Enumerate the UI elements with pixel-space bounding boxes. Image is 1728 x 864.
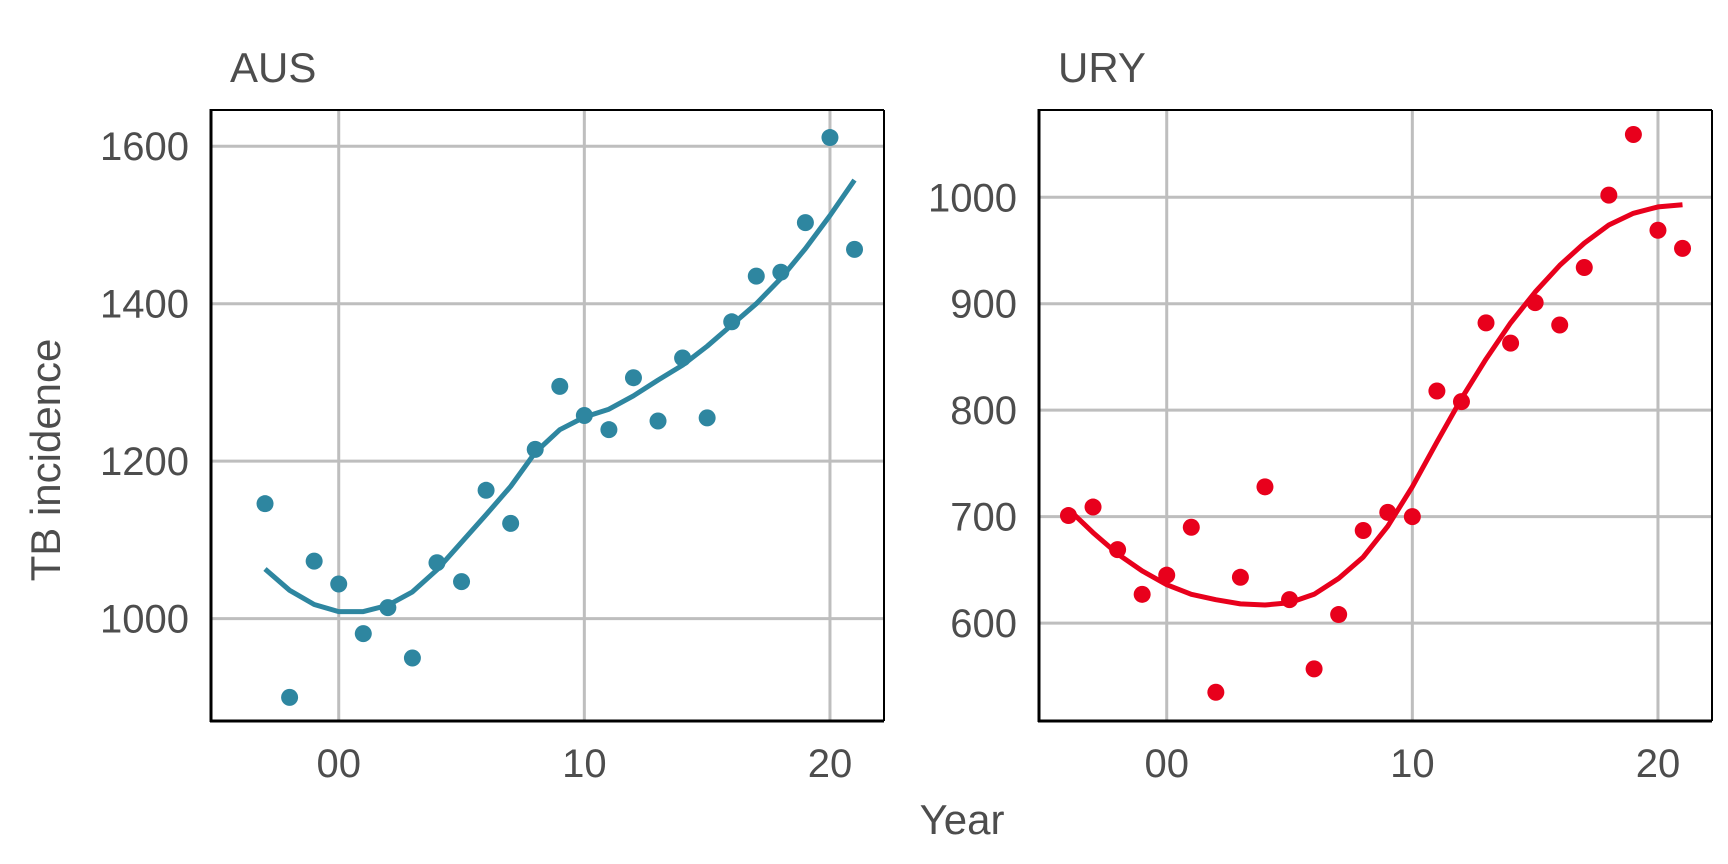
data-point (1428, 382, 1446, 400)
data-point (1600, 186, 1618, 204)
data-point (1182, 518, 1200, 536)
data-point (256, 495, 274, 513)
data-point (526, 440, 544, 458)
data-point (1674, 239, 1692, 257)
panel-ury: URY 600 700 800 900 1000 00 10 20 (928, 44, 1713, 786)
y-tick-label: 1600 (100, 125, 189, 169)
panel-title: AUS (230, 44, 316, 91)
data-point (1207, 683, 1225, 701)
data-point (1452, 393, 1470, 411)
data-point (747, 267, 765, 285)
data-point (600, 421, 618, 439)
data-point (723, 313, 741, 331)
x-axis-title: Year (920, 796, 1005, 843)
x-tick-label: 00 (316, 742, 361, 786)
data-point (330, 575, 348, 593)
data-point (624, 369, 642, 387)
data-point (698, 409, 716, 427)
smooth-line (1066, 202, 1683, 608)
x-tick-label: 10 (1390, 742, 1435, 786)
data-point (305, 552, 323, 570)
data-point (575, 407, 593, 424)
data-point (403, 649, 421, 667)
y-tick-label: 900 (950, 283, 1017, 327)
data-point (796, 214, 814, 232)
data-point (1305, 660, 1323, 678)
data-point (1084, 498, 1102, 516)
y-tick-label: 1400 (100, 283, 189, 327)
y-tick-label: 700 (950, 496, 1017, 540)
y-tick-label: 600 (950, 602, 1017, 646)
x-tick-label: 10 (562, 742, 607, 786)
y-tick-label: 1000 (100, 598, 189, 642)
data-point (281, 688, 299, 706)
data-point (1575, 259, 1593, 277)
x-tick-label: 20 (1636, 742, 1681, 786)
panel-title: URY (1058, 44, 1146, 91)
data-point (502, 514, 520, 532)
data-point (1133, 585, 1151, 603)
data-point (551, 377, 569, 395)
data-point (1158, 566, 1176, 584)
data-point (1231, 568, 1249, 586)
data-point (1551, 316, 1569, 334)
data-point (453, 573, 471, 591)
data-point (354, 625, 372, 643)
data-point (1354, 521, 1372, 539)
data-point (674, 349, 692, 367)
y-tick-label: 800 (950, 389, 1017, 433)
data-point (1281, 591, 1299, 609)
data-point (649, 412, 667, 430)
smooth-line (263, 178, 857, 615)
data-point (1649, 221, 1667, 239)
x-tick-label: 20 (808, 742, 853, 786)
data-point (846, 240, 864, 258)
data-point (477, 481, 495, 499)
data-point (379, 599, 397, 617)
data-point (428, 554, 446, 572)
data-point (1624, 125, 1642, 143)
data-point (821, 129, 839, 147)
data-point (1502, 334, 1520, 352)
data-point (1526, 294, 1544, 312)
y-axis-title: TB incidence (22, 339, 69, 582)
data-point (1256, 478, 1274, 496)
data-point (1109, 541, 1127, 559)
data-point (1330, 606, 1348, 624)
panel-aus: AUS 1000 1200 1400 1600 00 10 20 (100, 44, 885, 786)
x-tick-label: 00 (1144, 742, 1189, 786)
data-point (772, 263, 790, 281)
data-point (1379, 503, 1397, 521)
y-tick-label: 1200 (100, 440, 189, 484)
y-tick-label: 1000 (928, 176, 1017, 220)
data-point (1403, 508, 1421, 526)
data-point (1059, 507, 1077, 525)
data-point (1477, 314, 1495, 332)
